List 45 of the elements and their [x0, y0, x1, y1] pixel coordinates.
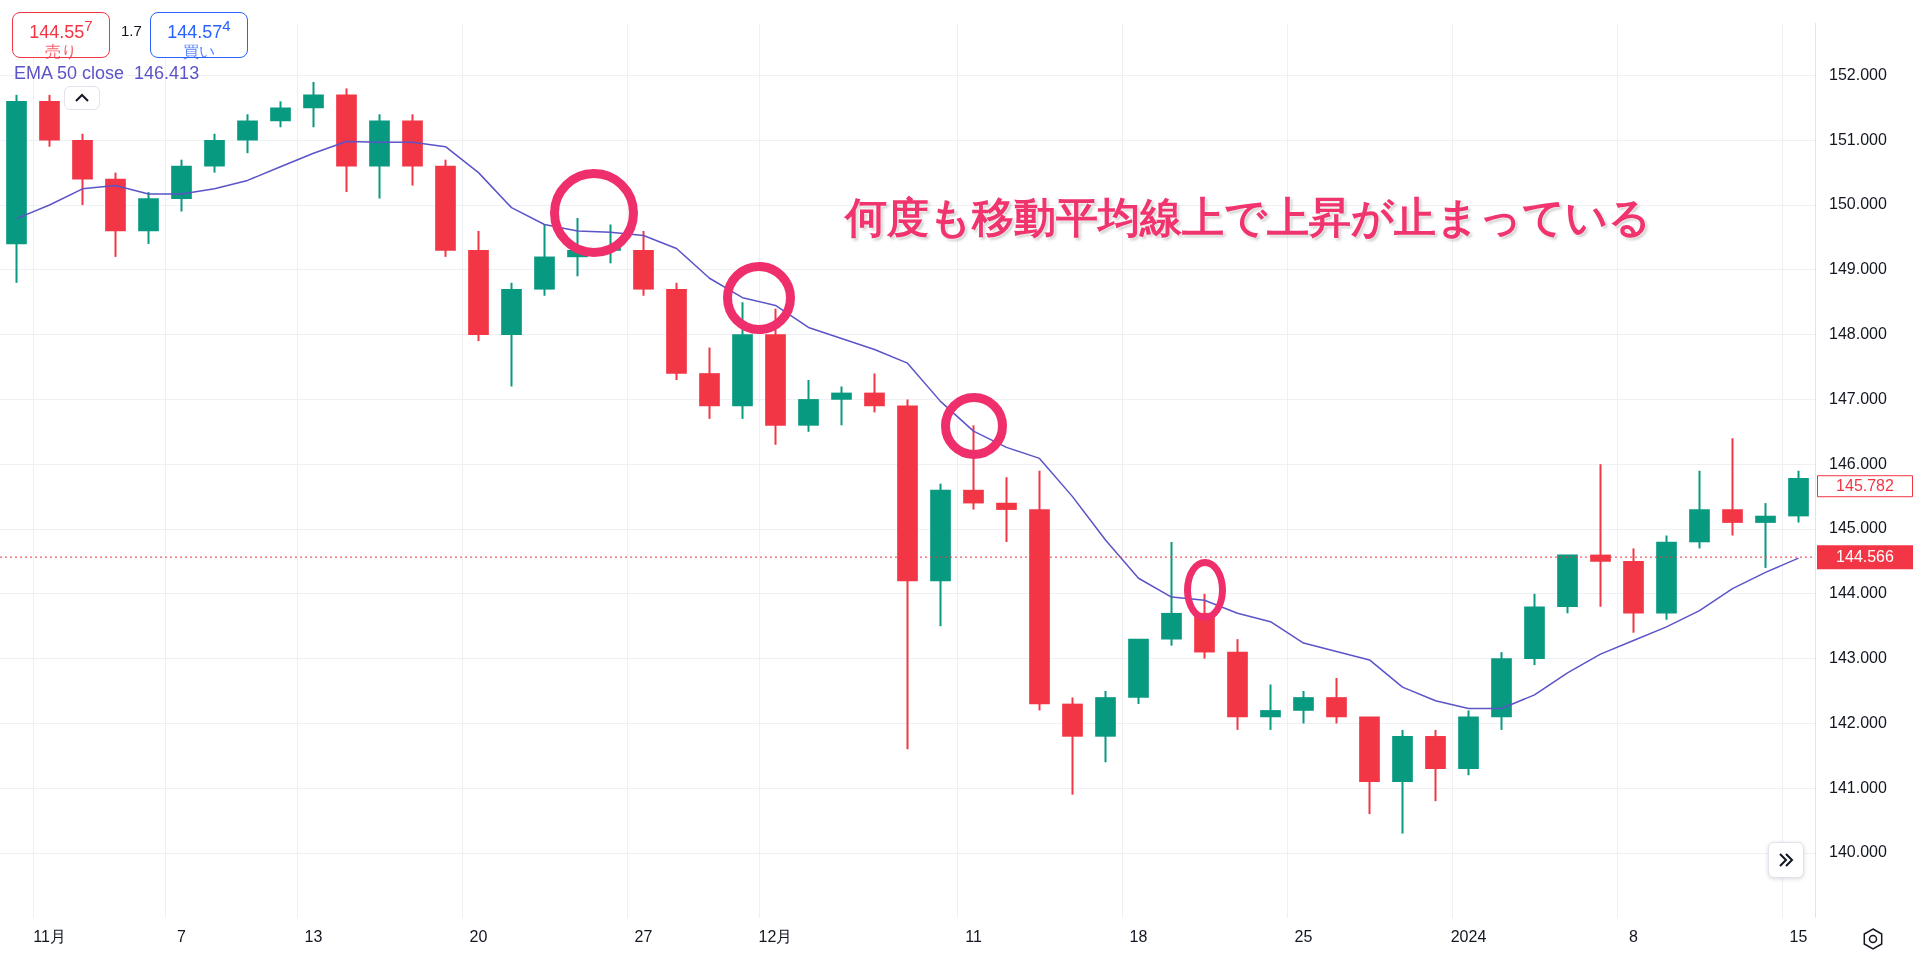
y-tick-label: 148.000 — [1829, 325, 1887, 343]
candlestick — [1755, 502, 1776, 569]
y-tick-label: 147.000 — [1829, 389, 1887, 407]
annotation: 146.413 — [134, 63, 200, 83]
y-tick-label: 145.000 — [1829, 519, 1887, 537]
y-tick-label: 144.000 — [1829, 584, 1887, 602]
y-tick-label: 151.000 — [1829, 130, 1887, 148]
x-tick-label: 18 — [1129, 927, 1148, 945]
y-tick-label: 149.000 — [1829, 260, 1887, 278]
x-tick-label: 12月 — [758, 927, 793, 945]
candlestick — [1293, 690, 1314, 725]
y-tick-label: 146.000 — [1829, 454, 1887, 472]
annotation: 何度も移動平均線上で上昇が止まっている — [845, 192, 1651, 244]
x-tick-label: 27 — [634, 927, 653, 945]
x-tick-label: 13 — [304, 927, 323, 945]
text: EMA 50 close — [14, 63, 125, 83]
candlestick — [996, 476, 1017, 543]
y-tick-label: 143.000 — [1829, 649, 1887, 667]
x-tick-label: 8 — [1629, 927, 1639, 945]
y-tick-label: 141.000 — [1829, 778, 1887, 796]
candlestick — [831, 385, 852, 427]
x-tick-label: 20 — [469, 927, 488, 945]
y-tick-label: 150.000 — [1829, 195, 1887, 213]
candlestick — [270, 100, 291, 129]
annotation: 144.55$^{7}$ — [28, 16, 94, 42]
y-tick-label: 140.000 — [1829, 843, 1887, 861]
annotation: 144.57$^{4}$ — [166, 16, 232, 42]
annotation: 1.7 — [121, 22, 142, 39]
candlestick — [303, 80, 324, 129]
x-tick-label: 15 — [1789, 927, 1808, 945]
text: 145.782 — [1836, 476, 1895, 494]
x-tick-label: 7 — [177, 927, 187, 945]
y-tick-label: 152.000 — [1829, 65, 1887, 83]
y-tick-label: 142.000 — [1829, 713, 1887, 731]
candlestick — [864, 372, 885, 414]
x-tick-label: 11 — [965, 927, 982, 945]
candlestick — [1326, 677, 1347, 725]
candlestick — [1260, 683, 1281, 731]
ref-line-label: 144.566 — [1836, 547, 1895, 565]
x-tick-label: 2024 — [1450, 927, 1487, 945]
x-tick-label: 25 — [1294, 927, 1313, 945]
candlestick — [237, 113, 258, 155]
candlestick — [963, 424, 984, 511]
x-tick-label: 11月 — [33, 927, 66, 945]
candlestick — [1722, 437, 1743, 537]
